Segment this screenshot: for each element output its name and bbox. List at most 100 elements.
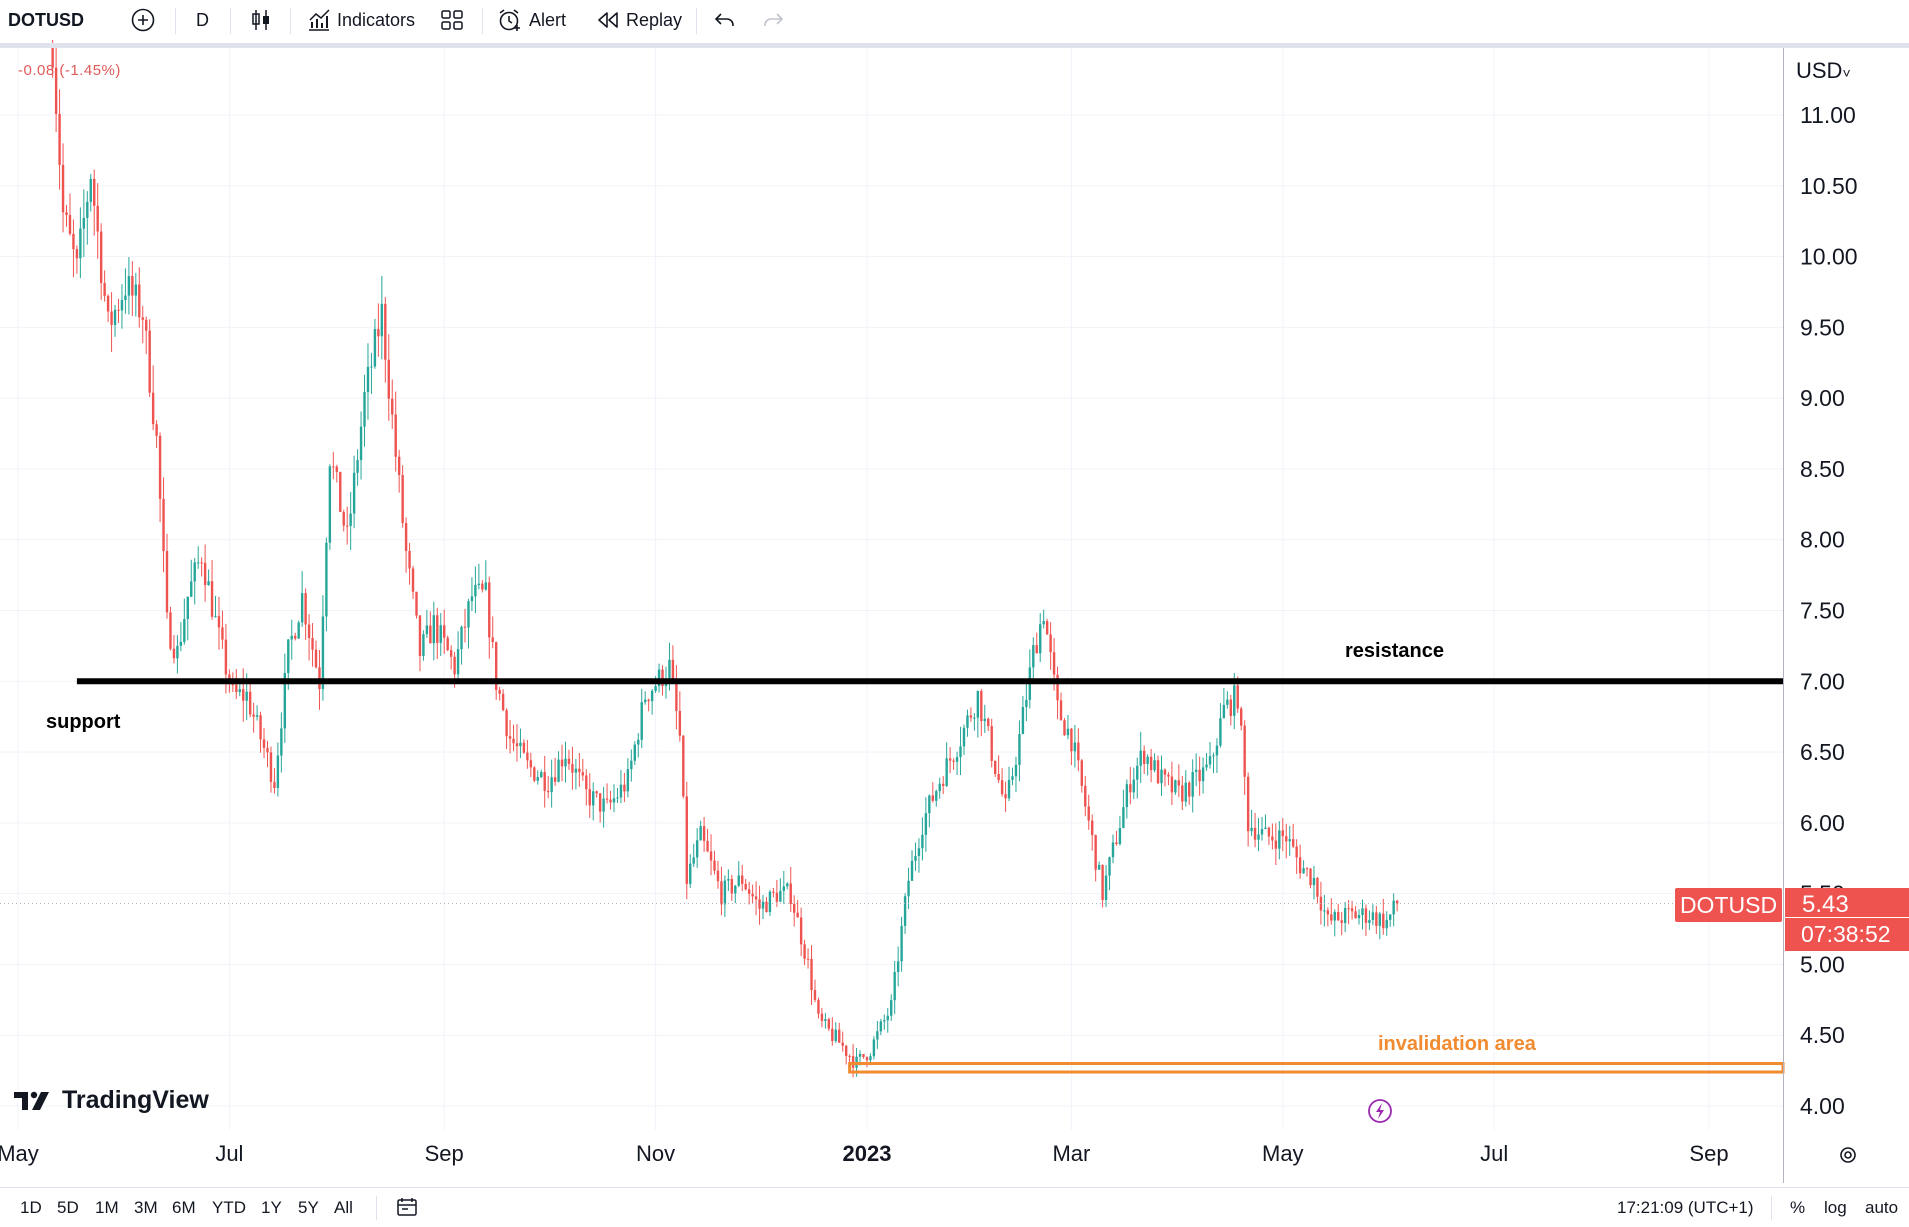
candle-body bbox=[1125, 784, 1129, 808]
time-tick-label: Nov bbox=[636, 1141, 675, 1166]
candle-body bbox=[668, 659, 671, 680]
candle-body bbox=[481, 583, 484, 590]
replay-button[interactable]: Replay bbox=[596, 0, 682, 40]
candle-body bbox=[941, 783, 945, 786]
candle-body bbox=[782, 886, 786, 891]
candle-body bbox=[505, 710, 508, 737]
candle-body bbox=[543, 772, 546, 791]
settings-gear-icon[interactable] bbox=[1838, 1145, 1858, 1165]
candle-body bbox=[321, 616, 325, 689]
range-1d-button[interactable]: 1D bbox=[20, 1198, 42, 1217]
candle-body bbox=[720, 881, 723, 905]
candle-body bbox=[1337, 911, 1340, 921]
candle-body bbox=[1395, 900, 1399, 904]
candle-body bbox=[307, 624, 311, 639]
candle-body bbox=[117, 309, 120, 311]
candle-body bbox=[592, 791, 595, 806]
candle-body bbox=[713, 860, 716, 871]
undo-icon bbox=[714, 13, 734, 26]
price-tick-label: 4.50 bbox=[1800, 1022, 1845, 1048]
price-tick-label: 6.00 bbox=[1800, 810, 1845, 836]
tradingview-logo[interactable]: TradingView bbox=[14, 1086, 209, 1115]
range-5y-button[interactable]: 5Y bbox=[298, 1198, 319, 1217]
candle-body bbox=[609, 799, 612, 803]
candle-body bbox=[255, 715, 259, 717]
range-3m-button[interactable]: 3M bbox=[134, 1198, 158, 1217]
price-axis-border bbox=[1783, 48, 1784, 1183]
range-5d-button[interactable]: 5D bbox=[57, 1198, 79, 1217]
support-label[interactable]: support bbox=[46, 711, 121, 733]
candle-body bbox=[501, 693, 505, 711]
candle-body bbox=[1163, 769, 1167, 775]
candle-body bbox=[841, 1042, 844, 1046]
indicators-button[interactable]: Indicators bbox=[307, 0, 415, 40]
candle-body bbox=[1184, 782, 1187, 802]
range-ytd-button[interactable]: YTD bbox=[212, 1198, 246, 1217]
candle-body bbox=[394, 414, 397, 457]
candle-body bbox=[1309, 868, 1312, 886]
candle-body bbox=[294, 635, 297, 639]
candle-body bbox=[820, 1013, 824, 1021]
candle-body bbox=[803, 944, 806, 959]
candle-body bbox=[93, 178, 96, 206]
candle-body bbox=[1357, 915, 1361, 919]
calendar-icon[interactable] bbox=[396, 1197, 418, 1217]
undo-button[interactable] bbox=[714, 0, 736, 40]
price-tick-label: 4.00 bbox=[1800, 1093, 1845, 1119]
candle-body bbox=[262, 739, 266, 748]
candle-body bbox=[404, 523, 408, 552]
candle-body bbox=[1097, 864, 1101, 870]
candle-body bbox=[366, 366, 370, 393]
candle-body bbox=[245, 691, 248, 701]
candle-body bbox=[1333, 911, 1336, 921]
time-tick-label: Sep bbox=[425, 1141, 464, 1166]
candle-body bbox=[58, 113, 61, 165]
flash-icon[interactable] bbox=[1367, 1098, 1393, 1124]
currency-selector[interactable]: USD˅ bbox=[1796, 58, 1851, 84]
candle-body bbox=[1181, 785, 1184, 802]
candle-body bbox=[1288, 839, 1291, 842]
candle-body bbox=[443, 625, 446, 638]
candle-body bbox=[512, 738, 515, 744]
candle-body bbox=[796, 912, 799, 918]
layouts-button[interactable] bbox=[440, 0, 464, 40]
symbol-name[interactable]: DOTUSD bbox=[8, 9, 84, 30]
time-tick-label: May bbox=[1262, 1141, 1304, 1166]
log-scale-button[interactable]: log bbox=[1824, 1198, 1847, 1217]
percent-scale-button[interactable]: % bbox=[1790, 1198, 1806, 1217]
timezone-clock[interactable]: 17:21:09 (UTC+1) bbox=[1617, 1198, 1754, 1217]
symbol-search[interactable]: DOTUSD bbox=[8, 0, 84, 40]
candle-body bbox=[332, 466, 335, 468]
range-all-button[interactable]: All bbox=[334, 1198, 353, 1217]
alert-label: Alert bbox=[529, 9, 567, 30]
candle-body bbox=[61, 164, 65, 213]
auto-scale-button[interactable]: auto bbox=[1865, 1198, 1899, 1217]
invalidation-area-label[interactable]: invalidation area bbox=[1378, 1033, 1536, 1055]
top-toolbar: DOTUSD D Indicators Alert Replay bbox=[0, 0, 1909, 40]
resistance-label[interactable]: resistance bbox=[1345, 640, 1444, 662]
candle-body bbox=[200, 562, 203, 564]
candle-body bbox=[515, 743, 519, 747]
candle-body bbox=[356, 460, 359, 473]
candle-body bbox=[1049, 634, 1052, 653]
range-1y-button[interactable]: 1Y bbox=[261, 1198, 282, 1217]
candle-body bbox=[1226, 699, 1229, 705]
range-6m-button[interactable]: 6M bbox=[172, 1198, 196, 1217]
candle-body bbox=[737, 875, 740, 886]
candle-body bbox=[449, 650, 453, 657]
candle-body bbox=[183, 619, 186, 642]
range-1m-button[interactable]: 1M bbox=[95, 1198, 119, 1217]
symbol-price-label: DOTUSD bbox=[1675, 888, 1782, 922]
redo-button[interactable] bbox=[762, 0, 784, 40]
chart-type-button[interactable] bbox=[250, 0, 272, 40]
price-tick-label: 5.00 bbox=[1800, 951, 1845, 977]
compare-button[interactable] bbox=[130, 0, 156, 40]
candle-body bbox=[1198, 769, 1201, 782]
price-chart[interactable]: 11.00 10.50 10.00 9.50 9.00 8.50 8.00 7.50 7.00 6… bbox=[0, 0, 1909, 1187]
candle-body bbox=[924, 813, 928, 835]
alert-button[interactable]: Alert bbox=[497, 0, 566, 40]
interval-button[interactable]: D bbox=[196, 0, 209, 40]
candle-body bbox=[145, 319, 148, 331]
candle-body bbox=[765, 901, 768, 913]
candle-body bbox=[1070, 728, 1073, 752]
